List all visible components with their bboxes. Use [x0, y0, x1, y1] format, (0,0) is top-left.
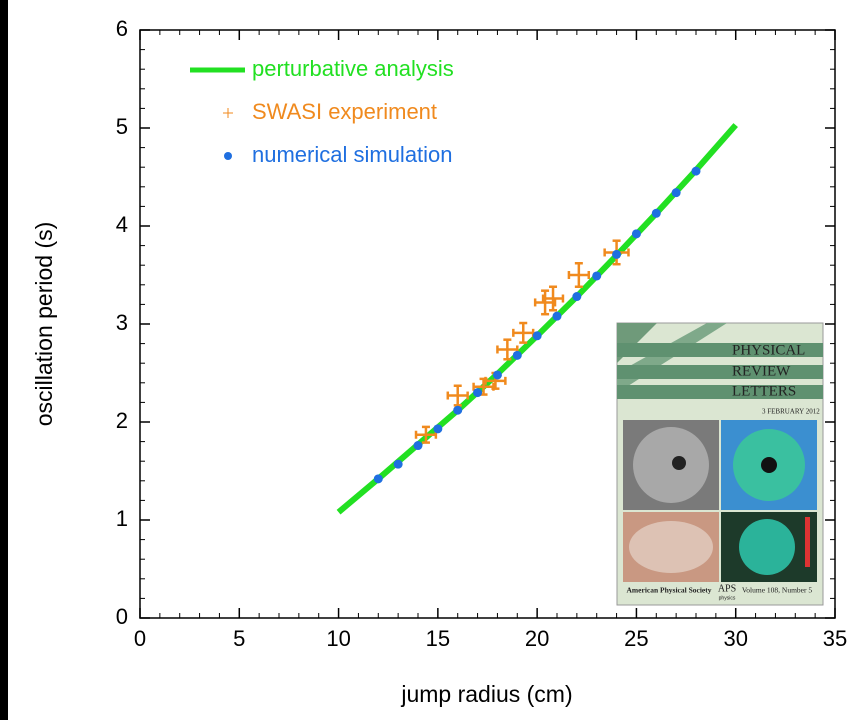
cover-logo-sub: physics	[719, 595, 736, 601]
y-tick-label: 4	[116, 212, 128, 237]
point	[393, 459, 403, 469]
band	[617, 365, 823, 379]
legend-label: numerical simulation	[252, 142, 453, 167]
cover-logo: APS	[718, 583, 736, 594]
point	[671, 188, 681, 198]
point	[612, 249, 622, 259]
point	[512, 350, 522, 360]
x-tick-label: 20	[525, 626, 549, 651]
point	[552, 311, 562, 321]
colorbar	[805, 517, 810, 567]
cover-volume: Volume 108, Number 5	[742, 586, 813, 595]
legend-label: perturbative analysis	[252, 56, 454, 81]
point	[691, 166, 701, 176]
point	[651, 208, 661, 218]
cover-publisher: American Physical Society	[627, 586, 712, 595]
y-tick-label: 1	[116, 506, 128, 531]
legend-label: SWASI experiment	[252, 99, 437, 124]
point	[433, 424, 443, 434]
y-tick-label: 6	[116, 16, 128, 41]
point	[413, 441, 423, 451]
y-tick-label: 0	[116, 604, 128, 629]
y-axis-label: oscillation period (s)	[31, 222, 57, 427]
x-tick-label: 15	[426, 626, 450, 651]
point	[572, 292, 582, 302]
y-tick-label: 2	[116, 408, 128, 433]
x-tick-label: 25	[624, 626, 648, 651]
point	[373, 474, 383, 484]
photo-detail	[761, 457, 777, 473]
point	[592, 271, 602, 281]
x-tick-label: 10	[326, 626, 350, 651]
cover-title: LETTERS	[732, 383, 796, 399]
photo-detail	[672, 456, 686, 470]
point	[492, 370, 502, 380]
point	[532, 331, 542, 341]
plot-area: 0 5 10 15 20 25 30 35 0 1 2 3 4 5 6 perturbative analys…	[116, 16, 847, 651]
point	[453, 405, 463, 415]
band	[617, 343, 823, 357]
journal-cover: PHYSICAL REVIEW LETTERS 3 FEBRUARY 2012 …	[616, 322, 824, 606]
y-tick-label: 5	[116, 114, 128, 139]
photo-detail	[739, 519, 795, 575]
y-tick-label: 3	[116, 310, 128, 335]
cover-title: PHYSICAL	[732, 342, 805, 358]
photo-detail	[633, 427, 709, 503]
point	[631, 229, 641, 239]
x-tick-label: 35	[823, 626, 847, 651]
legend-marker	[224, 152, 232, 160]
x-axis-label: jump radius (cm)	[400, 681, 572, 707]
x-tick-label: 30	[723, 626, 747, 651]
x-tick-label: 5	[233, 626, 245, 651]
x-tick-label: 0	[134, 626, 146, 651]
band	[617, 385, 823, 399]
photo-detail	[629, 521, 713, 573]
cover-title: REVIEW	[732, 363, 791, 379]
point	[473, 388, 483, 398]
cover-date: 3 FEBRUARY 2012	[762, 408, 820, 416]
edge	[0, 0, 8, 720]
